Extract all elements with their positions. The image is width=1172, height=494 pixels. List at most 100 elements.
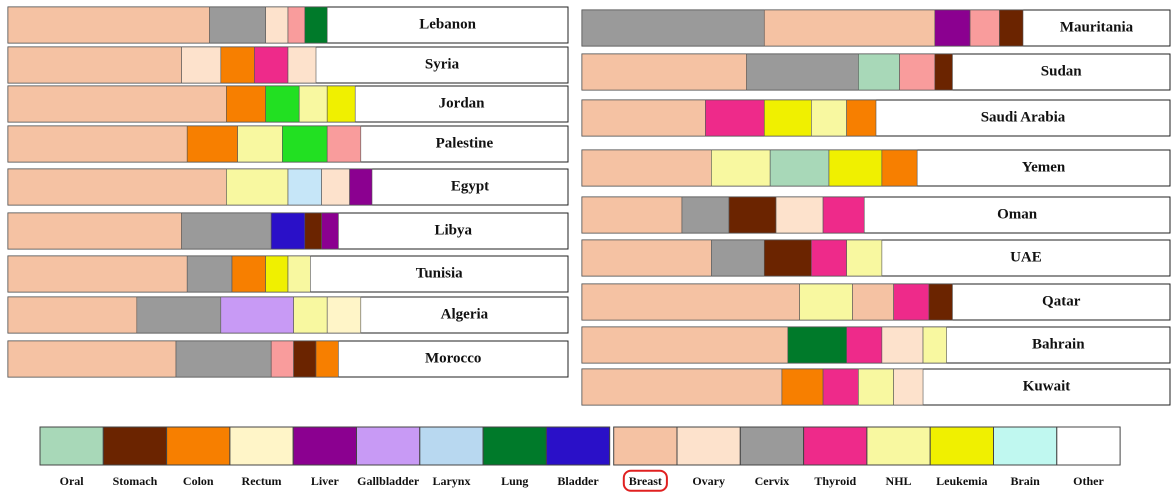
bar-segment (581, 368, 783, 406)
bar-segment (822, 196, 865, 234)
bar-segment (326, 296, 362, 334)
legend-label: Ovary (692, 474, 725, 488)
bar-segment (763, 9, 936, 47)
legend-label: Brain (1010, 474, 1040, 488)
bar-segment (922, 326, 947, 364)
legend-swatch (929, 426, 995, 466)
bar-segment (581, 283, 800, 321)
legend-label: Colon (183, 474, 214, 488)
legend-label: Liver (311, 474, 340, 488)
bar-segment (7, 340, 177, 378)
bar-segment (265, 6, 289, 44)
bar-segment (581, 99, 706, 137)
legend-label: Rectum (242, 474, 282, 488)
bar-segment (787, 326, 847, 364)
legend-swatch (292, 426, 358, 466)
bar-segment (349, 168, 373, 206)
highlight-ring (622, 469, 668, 492)
legend-swatch (545, 426, 611, 466)
legend-label: Lung (501, 474, 528, 488)
legend-label: Leukemia (936, 474, 987, 488)
bar-segment (728, 196, 777, 234)
legend-swatch (613, 426, 678, 466)
bar-segment (231, 255, 266, 293)
bar-segment (822, 368, 859, 406)
bar-segment (581, 149, 712, 187)
country-label: Palestine (436, 135, 494, 151)
country-label: Yemen (1022, 159, 1066, 175)
bar-segment (7, 296, 138, 334)
bar-segment (858, 368, 894, 406)
legend-swatch (866, 426, 931, 466)
legend-label: Oral (60, 474, 85, 488)
bar-segment (811, 239, 847, 277)
bar-segment (237, 125, 283, 163)
bar-segment (746, 53, 859, 91)
bar-segment (846, 326, 883, 364)
country-label: UAE (1010, 249, 1042, 265)
country-label: Saudi Arabia (981, 109, 1066, 125)
bar-segment (881, 149, 918, 187)
legend-swatch (482, 426, 547, 466)
legend-swatch (1056, 426, 1121, 466)
bar-segment (226, 168, 289, 206)
bar-segment (220, 46, 255, 84)
legend-swatch (993, 426, 1058, 466)
bar-segment (321, 212, 339, 250)
bar-segment (581, 53, 747, 91)
bar-segment (846, 239, 883, 277)
legend-label: Breast (629, 474, 662, 488)
bar-segment (265, 85, 300, 123)
bar-segment (287, 168, 322, 206)
bar-segment (265, 255, 289, 293)
bar-segment (181, 212, 272, 250)
country-label: Egypt (451, 178, 489, 194)
country-label: Libya (434, 222, 472, 238)
legend-swatch (102, 426, 168, 466)
bar-segment (293, 340, 317, 378)
bar-segment (209, 6, 266, 44)
bar-segment (136, 296, 222, 334)
bar-segment (7, 46, 182, 84)
bar-segment (581, 196, 683, 234)
bar-segment (763, 99, 812, 137)
bar-segment (7, 212, 182, 250)
country-label: Qatar (1042, 293, 1081, 309)
bar-segment (934, 53, 953, 91)
bar-segment (7, 255, 188, 293)
bar-segment (186, 255, 233, 293)
bar-segment (893, 283, 930, 321)
legend-label: Cervix (755, 474, 790, 488)
bar-segment (315, 340, 339, 378)
bar-segment (181, 46, 222, 84)
bar-segment (270, 212, 306, 250)
bar-segment (781, 368, 824, 406)
legend-label: Stomach (113, 474, 158, 488)
country-label: Syria (425, 56, 460, 72)
bar-segment (293, 296, 328, 334)
bar-segment (175, 340, 272, 378)
bar-segment (999, 9, 1024, 47)
country-label: Jordan (439, 95, 486, 111)
bar-segment (681, 196, 730, 234)
legend-swatch (676, 426, 741, 466)
bar-segment (7, 6, 210, 44)
bar-segment (852, 283, 894, 321)
bar-segment (254, 46, 289, 84)
bar-segment (7, 168, 227, 206)
legend-label: Gallbladder (357, 474, 420, 488)
bar-segment (298, 85, 328, 123)
country-label: Morocco (425, 350, 481, 366)
bar-segment (321, 168, 350, 206)
bar-segment (7, 85, 227, 123)
bar-segment (846, 99, 877, 137)
bar-segment (287, 46, 317, 84)
country-label: Bahrain (1032, 336, 1085, 352)
legend-label: Thyroid (814, 474, 856, 488)
bar-segment (769, 149, 830, 187)
bar-segment (828, 149, 883, 187)
legend-swatch (166, 426, 231, 466)
bar-segment (282, 125, 328, 163)
country-label: Sudan (1041, 63, 1083, 79)
bar-segment (763, 239, 812, 277)
